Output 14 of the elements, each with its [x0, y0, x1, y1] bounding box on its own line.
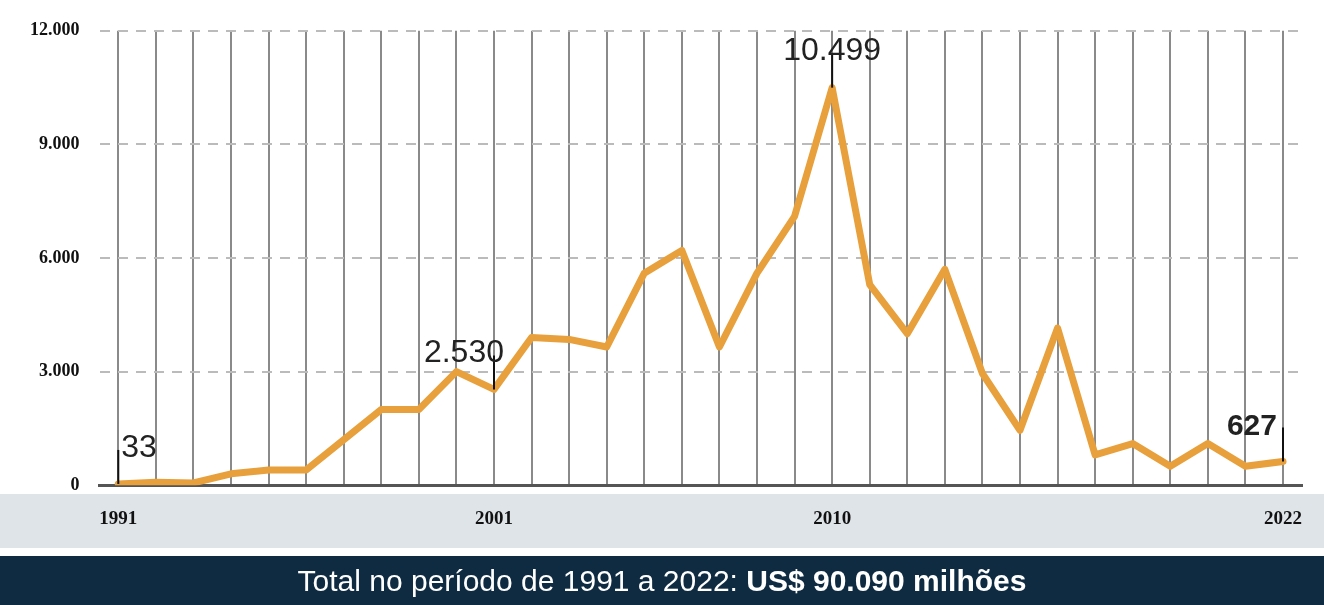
y-tick-label: 9.000 — [39, 133, 80, 154]
y-tick-label: 6.000 — [39, 246, 80, 267]
x-tick-label: 1991 — [99, 506, 138, 528]
y-tick-label: 3.000 — [39, 360, 80, 381]
x-tick-label: 2010 — [813, 506, 852, 528]
data-label: 10.499 — [783, 31, 882, 68]
x-tick-label: 2022 — [1264, 506, 1302, 528]
x-tick-label: 2001 — [475, 506, 513, 528]
data-label: 33 — [121, 427, 157, 464]
y-tick-label: 12.000 — [30, 19, 80, 40]
data-label: 627 — [1226, 407, 1277, 441]
y-tick-label: 0 — [70, 473, 80, 494]
text: Total no período de 1991 a 2022: US$ 90.090 milhões — [297, 564, 1027, 597]
data-label: 2.530 — [423, 333, 504, 370]
